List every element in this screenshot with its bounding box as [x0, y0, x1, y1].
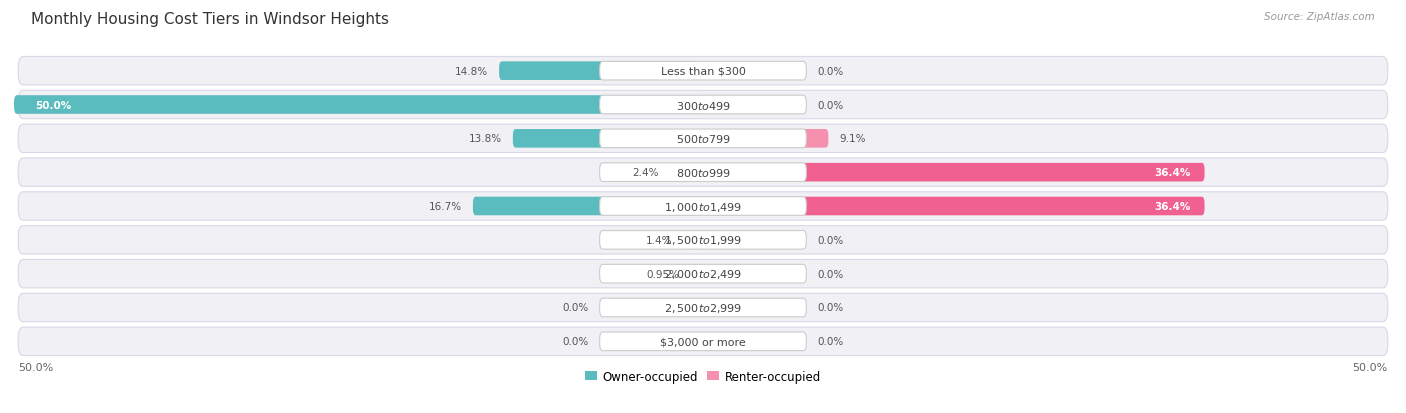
Text: 0.0%: 0.0%: [817, 66, 844, 76]
FancyBboxPatch shape: [499, 62, 703, 81]
Text: 36.4%: 36.4%: [1154, 202, 1191, 211]
FancyBboxPatch shape: [18, 125, 1388, 153]
FancyBboxPatch shape: [690, 265, 703, 283]
Text: 2.4%: 2.4%: [633, 168, 659, 178]
Text: 0.0%: 0.0%: [817, 337, 844, 347]
Text: 0.0%: 0.0%: [562, 337, 589, 347]
FancyBboxPatch shape: [599, 299, 807, 317]
Text: 50.0%: 50.0%: [35, 100, 70, 110]
FancyBboxPatch shape: [18, 226, 1388, 254]
Text: 13.8%: 13.8%: [468, 134, 502, 144]
Text: 0.0%: 0.0%: [817, 303, 844, 313]
FancyBboxPatch shape: [599, 62, 807, 81]
FancyBboxPatch shape: [18, 260, 1388, 288]
FancyBboxPatch shape: [703, 164, 1205, 182]
FancyBboxPatch shape: [599, 164, 807, 182]
Text: 0.0%: 0.0%: [817, 235, 844, 245]
FancyBboxPatch shape: [599, 332, 807, 351]
FancyBboxPatch shape: [599, 197, 807, 216]
FancyBboxPatch shape: [599, 96, 807, 114]
FancyBboxPatch shape: [703, 130, 828, 148]
Text: 50.0%: 50.0%: [1353, 363, 1388, 373]
Text: 9.1%: 9.1%: [839, 134, 866, 144]
Text: 0.95%: 0.95%: [645, 269, 679, 279]
Text: $2,500 to $2,999: $2,500 to $2,999: [664, 301, 742, 314]
Text: 0.0%: 0.0%: [817, 269, 844, 279]
Text: 50.0%: 50.0%: [18, 363, 53, 373]
Text: $1,000 to $1,499: $1,000 to $1,499: [664, 200, 742, 213]
Text: $1,500 to $1,999: $1,500 to $1,999: [664, 234, 742, 247]
Text: 0.0%: 0.0%: [562, 303, 589, 313]
Legend: Owner-occupied, Renter-occupied: Owner-occupied, Renter-occupied: [585, 370, 821, 383]
FancyBboxPatch shape: [18, 192, 1388, 221]
FancyBboxPatch shape: [703, 197, 1205, 216]
Text: $300 to $499: $300 to $499: [675, 99, 731, 111]
FancyBboxPatch shape: [18, 328, 1388, 356]
FancyBboxPatch shape: [18, 91, 1388, 119]
Text: $2,000 to $2,499: $2,000 to $2,499: [664, 268, 742, 280]
FancyBboxPatch shape: [18, 294, 1388, 322]
Text: 1.4%: 1.4%: [647, 235, 672, 245]
FancyBboxPatch shape: [513, 130, 703, 148]
Text: Source: ZipAtlas.com: Source: ZipAtlas.com: [1264, 12, 1375, 22]
FancyBboxPatch shape: [669, 164, 703, 182]
Text: 14.8%: 14.8%: [456, 66, 488, 76]
FancyBboxPatch shape: [18, 57, 1388, 85]
FancyBboxPatch shape: [599, 231, 807, 249]
Text: Less than $300: Less than $300: [661, 66, 745, 76]
Text: $800 to $999: $800 to $999: [675, 167, 731, 179]
Text: $500 to $799: $500 to $799: [675, 133, 731, 145]
Text: 0.0%: 0.0%: [817, 100, 844, 110]
FancyBboxPatch shape: [599, 130, 807, 148]
FancyBboxPatch shape: [599, 265, 807, 283]
Text: 16.7%: 16.7%: [429, 202, 463, 211]
FancyBboxPatch shape: [18, 159, 1388, 187]
FancyBboxPatch shape: [472, 197, 703, 216]
Text: Monthly Housing Cost Tiers in Windsor Heights: Monthly Housing Cost Tiers in Windsor He…: [31, 12, 389, 27]
FancyBboxPatch shape: [14, 96, 703, 114]
Text: $3,000 or more: $3,000 or more: [661, 337, 745, 347]
Text: 36.4%: 36.4%: [1154, 168, 1191, 178]
FancyBboxPatch shape: [683, 231, 703, 249]
